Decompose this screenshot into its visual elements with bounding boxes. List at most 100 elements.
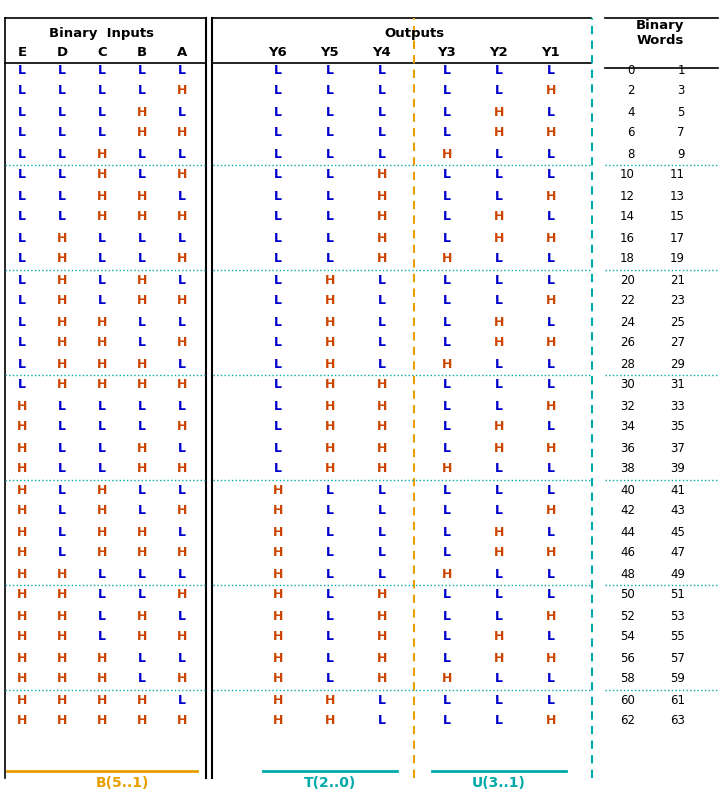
Text: L: L (547, 378, 555, 392)
Text: 45: 45 (670, 526, 685, 538)
Text: L: L (443, 294, 451, 308)
Text: H: H (97, 504, 107, 518)
Text: L: L (178, 358, 186, 370)
Text: 27: 27 (670, 336, 685, 350)
Text: U(3..1): U(3..1) (472, 776, 526, 790)
Text: H: H (137, 127, 147, 140)
Text: Y4: Y4 (373, 47, 392, 59)
Text: 12: 12 (620, 190, 635, 202)
Text: L: L (138, 147, 146, 160)
Text: L: L (443, 127, 451, 140)
Text: L: L (378, 85, 386, 98)
Text: L: L (98, 462, 106, 476)
Text: L: L (178, 105, 186, 118)
Text: L: L (138, 232, 146, 244)
Text: H: H (177, 420, 187, 434)
Text: Y3: Y3 (438, 47, 456, 59)
Text: H: H (137, 190, 147, 202)
Text: H: H (137, 105, 147, 118)
Text: L: L (18, 274, 26, 286)
Text: L: L (443, 400, 451, 412)
Text: L: L (274, 400, 282, 412)
Text: 35: 35 (670, 420, 685, 434)
Text: L: L (58, 168, 66, 182)
Text: H: H (97, 714, 107, 727)
Text: H: H (273, 672, 283, 685)
Text: L: L (58, 210, 66, 224)
Text: 56: 56 (620, 652, 635, 665)
Text: L: L (98, 588, 106, 602)
Text: 28: 28 (620, 358, 635, 370)
Text: L: L (178, 484, 186, 496)
Text: H: H (57, 672, 67, 685)
Text: L: L (495, 484, 503, 496)
Text: H: H (325, 714, 335, 727)
Text: L: L (547, 210, 555, 224)
Text: L: L (138, 588, 146, 602)
Text: H: H (17, 568, 27, 580)
Text: H: H (137, 378, 147, 392)
Text: L: L (378, 294, 386, 308)
Text: L: L (178, 442, 186, 454)
Text: L: L (326, 546, 334, 560)
Text: H: H (17, 420, 27, 434)
Text: H: H (97, 358, 107, 370)
Text: H: H (377, 420, 387, 434)
Text: H: H (494, 210, 504, 224)
Text: H: H (494, 105, 504, 118)
Text: 32: 32 (620, 400, 635, 412)
Text: L: L (326, 127, 334, 140)
Text: L: L (443, 232, 451, 244)
Text: L: L (274, 85, 282, 98)
Text: L: L (326, 210, 334, 224)
Text: H: H (97, 210, 107, 224)
Text: H: H (273, 652, 283, 665)
Text: H: H (177, 168, 187, 182)
Text: H: H (177, 546, 187, 560)
Text: L: L (138, 63, 146, 76)
Text: L: L (378, 504, 386, 518)
Text: 1: 1 (677, 63, 685, 76)
Text: H: H (97, 147, 107, 160)
Text: L: L (378, 274, 386, 286)
Text: H: H (17, 504, 27, 518)
Text: L: L (443, 526, 451, 538)
Text: L: L (274, 127, 282, 140)
Text: H: H (546, 294, 556, 308)
Text: L: L (98, 85, 106, 98)
Text: H: H (273, 588, 283, 602)
Text: 8: 8 (628, 147, 635, 160)
Text: L: L (18, 358, 26, 370)
Text: H: H (273, 484, 283, 496)
Text: H: H (137, 358, 147, 370)
Text: L: L (443, 484, 451, 496)
Text: H: H (97, 694, 107, 707)
Text: 38: 38 (621, 462, 635, 476)
Text: L: L (495, 168, 503, 182)
Text: L: L (18, 127, 26, 140)
Text: L: L (495, 274, 503, 286)
Text: L: L (274, 147, 282, 160)
Text: H: H (57, 294, 67, 308)
Text: L: L (495, 63, 503, 76)
Text: L: L (443, 610, 451, 623)
Text: H: H (177, 714, 187, 727)
Text: L: L (18, 252, 26, 266)
Text: H: H (273, 610, 283, 623)
Text: L: L (58, 420, 66, 434)
Text: H: H (17, 610, 27, 623)
Text: L: L (378, 127, 386, 140)
Text: H: H (97, 336, 107, 350)
Text: 48: 48 (620, 568, 635, 580)
Text: H: H (17, 694, 27, 707)
Text: L: L (378, 316, 386, 328)
Text: H: H (17, 400, 27, 412)
Text: H: H (137, 694, 147, 707)
Text: H: H (442, 252, 452, 266)
Text: H: H (377, 190, 387, 202)
Text: H: H (57, 630, 67, 643)
Text: 21: 21 (670, 274, 685, 286)
Text: H: H (377, 442, 387, 454)
Text: L: L (378, 714, 386, 727)
Text: L: L (178, 316, 186, 328)
